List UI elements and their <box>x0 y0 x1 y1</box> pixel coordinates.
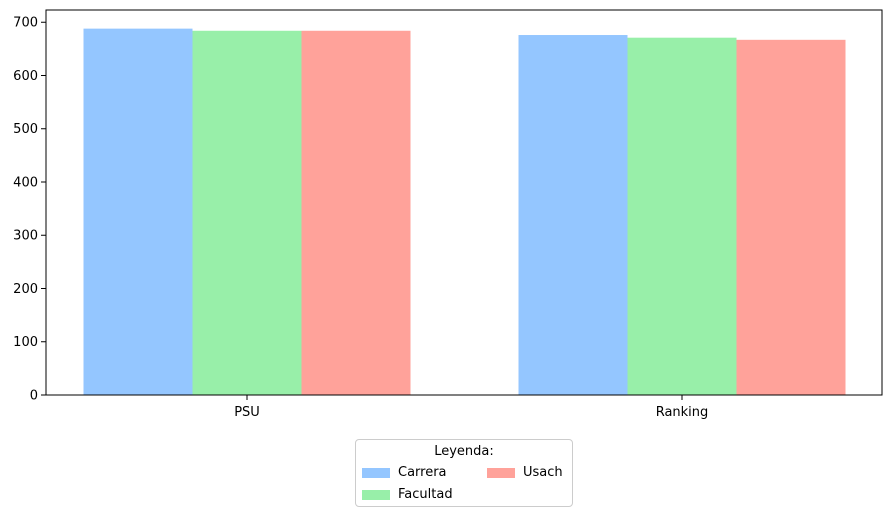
y-tick-label: 200 <box>13 282 38 297</box>
legend-swatch-carrera <box>362 467 390 478</box>
x-axis: PSU Ranking <box>234 395 708 420</box>
bar-usach-ranking <box>736 39 846 396</box>
x-tick-label-ranking: Ranking <box>656 405 709 420</box>
plot-frame <box>45 9 883 396</box>
legend-label-facultad: Facultad <box>398 487 453 502</box>
y-tick-label: 300 <box>13 229 38 244</box>
x-tick-label-psu: PSU <box>234 405 260 420</box>
legend-swatch-usach <box>487 467 515 478</box>
y-tick-label: 500 <box>13 122 38 137</box>
y-tick-label: 600 <box>13 69 38 84</box>
bar-facultad-ranking <box>627 37 737 395</box>
y-axis: 0 100 200 300 400 500 600 700 <box>13 16 46 404</box>
legend-title: Leyenda: <box>434 444 494 459</box>
y-tick-label: 0 <box>30 389 38 404</box>
legend-label-usach: Usach <box>523 465 563 480</box>
y-tick-label: 700 <box>13 16 38 31</box>
bars-group <box>83 28 846 396</box>
y-tick-label: 400 <box>13 175 38 190</box>
bar-facultad-psu <box>192 30 302 395</box>
legend-swatch-facultad <box>362 489 390 500</box>
legend-entry-facultad: Facultad <box>362 487 453 502</box>
bar-carrera-psu <box>83 28 193 395</box>
legend-entry-carrera: Carrera <box>362 465 447 480</box>
y-tick-label: 100 <box>13 335 38 350</box>
bar-usach-psu <box>301 30 411 395</box>
legend-label-carrera: Carrera <box>398 465 447 480</box>
legend: Leyenda: Carrera Facultad Usach <box>355 439 573 507</box>
legend-entry-usach: Usach <box>487 465 563 480</box>
bar-carrera-ranking <box>518 35 628 396</box>
